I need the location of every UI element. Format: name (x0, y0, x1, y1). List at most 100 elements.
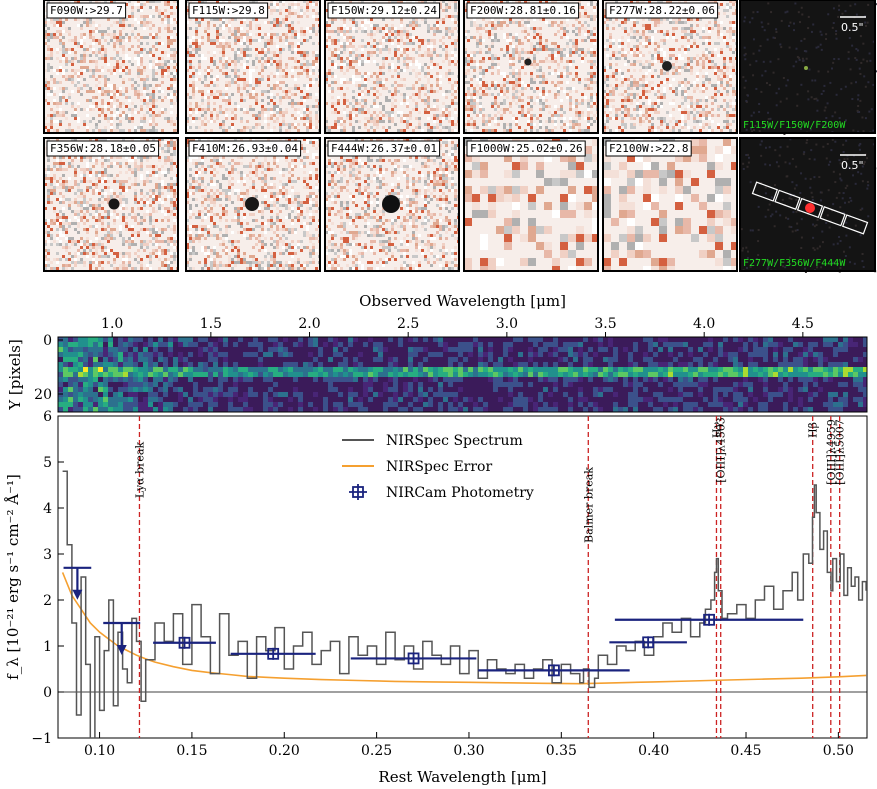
cutout-top-4-pixel (660, 18, 663, 21)
cutout-top-4-pixel (711, 51, 714, 54)
cutout-top-2-pixel (391, 33, 394, 36)
cutout-top-2-pixel (424, 63, 427, 66)
cutout-top-3-pixel (584, 30, 587, 33)
cutout-top-0-pixel (62, 21, 65, 24)
cutout-top-3-pixel (497, 117, 500, 120)
cutout-top-0-pixel (95, 126, 98, 129)
cutout-top-3-pixel (593, 63, 596, 66)
cutout-top-3-pixel (542, 72, 545, 75)
cutout-top-2-pixel (328, 30, 331, 33)
cutout-top-0-pixel (83, 66, 86, 69)
cutout-bottom-0-pixel (68, 156, 71, 159)
cutout-top-1-pixel (300, 30, 303, 33)
cutout-top-3-pixel (491, 21, 494, 24)
cutout-top-2-pixel (364, 87, 367, 90)
cutout-top-2-pixel (451, 72, 454, 75)
cutout-top-3-pixel (509, 42, 512, 45)
cutout-top-1-pixel (228, 75, 231, 78)
cutout-bottom-0-pixel (80, 189, 83, 192)
cutout-top-0-pixel (170, 117, 173, 120)
cutout-top-0-pixel (167, 30, 170, 33)
cutout-top-2-pixel (430, 66, 433, 69)
cutout-top-3-pixel (503, 54, 506, 57)
cutout-bottom-0-pixel (95, 189, 98, 192)
cutout-top-4-pixel (675, 18, 678, 21)
cutout-top-2-pixel (445, 15, 448, 18)
cutout-top-2-pixel (394, 30, 397, 33)
cutout-top-0-pixel (119, 75, 122, 78)
cutout-top-2-pixel (349, 36, 352, 39)
cutout-top-0-pixel (119, 24, 122, 27)
cutout-top-4-pixel (660, 96, 663, 99)
cutout-top-1-pixel (207, 51, 210, 54)
cutout-top-3-pixel (488, 93, 491, 96)
cutout-top-4-pixel (690, 45, 693, 48)
cutout-top-1-pixel (219, 60, 222, 63)
cutout-top-1-pixel (234, 51, 237, 54)
cutout-top-4-pixel (603, 105, 606, 108)
cutout-top-3-pixel (587, 117, 590, 120)
cutout-top-3-pixel (584, 54, 587, 57)
cutout-top-3-pixel (551, 120, 554, 123)
cutout-top-4-pixel (708, 81, 711, 84)
cutout-top-4-pixel (726, 93, 729, 96)
cutout-top-2-pixel (331, 39, 334, 42)
cutout-top-2-pixel (334, 18, 337, 21)
cutout-top-3-pixel (587, 72, 590, 75)
cutout-top-3-pixel (473, 96, 476, 99)
cutout-top-1-pixel (273, 0, 276, 3)
cutout-top-4-pixel (729, 123, 732, 126)
cutout-bottom-0-pixel (95, 186, 98, 189)
cutout-bottom-0-pixel (107, 159, 110, 162)
cutout-top-1-pixel (186, 21, 189, 24)
cutout-top-1-pixel (255, 39, 258, 42)
cutout-top-4-pixel (699, 105, 702, 108)
cutout-top-2-pixel (373, 129, 376, 132)
cutout-top-2-pixel (388, 27, 391, 30)
cutout-top-4-pixel (618, 93, 621, 96)
cutout-top-4-pixel (729, 45, 732, 48)
cutout-top-0-pixel (125, 57, 128, 60)
cutout-top-0-pixel (107, 27, 110, 30)
cutout-top-4-pixel (636, 48, 639, 51)
cutout-top-4-pixel (705, 99, 708, 102)
cutout-top-1-pixel (279, 0, 282, 3)
cutout-top-3-pixel (512, 21, 515, 24)
cutout-top-3-pixel (593, 9, 596, 12)
cutout-top-3-pixel (587, 105, 590, 108)
cutout-top-4-pixel (660, 0, 663, 3)
cutout-bottom-0-pixel (89, 168, 92, 171)
cutout-top-3-pixel (521, 99, 524, 102)
cutout-top-0-pixel (131, 117, 134, 120)
cutout-top-3-pixel (587, 108, 590, 111)
cutout-top-3-pixel (554, 117, 557, 120)
cutout-top-3-pixel (539, 126, 542, 129)
cutout-bottom-0-pixel (131, 156, 134, 159)
cutout-top-3-pixel (467, 57, 470, 60)
cutout-top-0-pixel (140, 51, 143, 54)
cutout-top-2-pixel (340, 117, 343, 120)
cutout-top-4-pixel (681, 45, 684, 48)
cutout-top-3-pixel (512, 63, 515, 66)
cutout-top-0-pixel (86, 24, 89, 27)
cutout-top-1-pixel (294, 0, 297, 3)
cutout-top-2-pixel (349, 18, 352, 21)
cutout-top-2-pixel (451, 30, 454, 33)
cutout-top-2-pixel (454, 48, 457, 51)
cutout-top-0-pixel (116, 60, 119, 63)
cutout-top-1-pixel (189, 126, 192, 129)
cutout-top-4-pixel (729, 57, 732, 60)
cutout-top-0-pixel (65, 18, 68, 21)
cutout-top-3-pixel (578, 111, 581, 114)
cutout-top-2-pixel (388, 120, 391, 123)
cutout-top-0-pixel (71, 0, 74, 3)
cutout-top-4-pixel (702, 114, 705, 117)
cutout-top-1-pixel (219, 51, 222, 54)
cutout-top-0-pixel (68, 48, 71, 51)
cutout-top-3-pixel (539, 45, 542, 48)
cutout-top-4-pixel (645, 39, 648, 42)
cutout-top-0-pixel (92, 90, 95, 93)
cutout-top-3-pixel (464, 129, 467, 132)
cutout-top-2-pixel (427, 54, 430, 57)
cutout-top-1-pixel (267, 48, 270, 51)
